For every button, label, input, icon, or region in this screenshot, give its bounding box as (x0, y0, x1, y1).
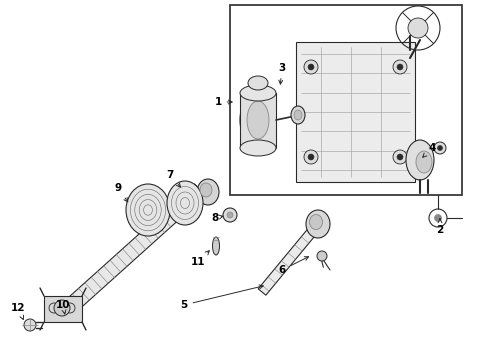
Circle shape (408, 18, 428, 38)
Ellipse shape (306, 210, 330, 238)
Text: 1: 1 (215, 97, 232, 107)
Ellipse shape (240, 85, 276, 101)
Ellipse shape (167, 181, 203, 225)
Circle shape (223, 208, 237, 222)
Circle shape (24, 319, 36, 331)
Circle shape (435, 215, 441, 221)
Circle shape (308, 64, 314, 70)
Text: 2: 2 (437, 219, 443, 235)
Ellipse shape (291, 106, 305, 124)
Text: 9: 9 (115, 183, 128, 202)
Circle shape (304, 150, 318, 164)
Circle shape (393, 60, 407, 74)
Circle shape (308, 154, 314, 160)
Text: 12: 12 (11, 303, 25, 319)
Text: 4: 4 (423, 143, 436, 157)
Circle shape (438, 145, 442, 150)
Text: 7: 7 (166, 170, 180, 187)
Text: 6: 6 (278, 257, 309, 275)
Circle shape (54, 300, 70, 316)
Circle shape (397, 154, 403, 160)
Bar (44, 296, 82, 322)
Ellipse shape (197, 179, 219, 205)
Ellipse shape (200, 183, 212, 197)
Ellipse shape (213, 237, 220, 255)
Circle shape (227, 212, 233, 218)
Circle shape (317, 251, 327, 261)
Ellipse shape (416, 151, 432, 173)
Ellipse shape (310, 215, 322, 230)
Ellipse shape (406, 140, 434, 180)
Polygon shape (258, 225, 319, 295)
Ellipse shape (126, 184, 170, 236)
Bar (240, 93, 276, 148)
Text: 8: 8 (211, 213, 223, 223)
Text: 10: 10 (56, 300, 70, 314)
Text: 5: 5 (180, 285, 263, 310)
Text: 11: 11 (191, 251, 209, 267)
Circle shape (397, 64, 403, 70)
Ellipse shape (247, 101, 269, 139)
Ellipse shape (240, 90, 276, 150)
Ellipse shape (240, 140, 276, 156)
Circle shape (304, 60, 318, 74)
Circle shape (434, 142, 446, 154)
Text: 3: 3 (278, 63, 286, 84)
Circle shape (393, 150, 407, 164)
Bar (230, 5, 462, 195)
Bar (296, 42, 415, 182)
Polygon shape (57, 184, 205, 320)
Ellipse shape (294, 110, 302, 120)
Ellipse shape (248, 76, 268, 90)
